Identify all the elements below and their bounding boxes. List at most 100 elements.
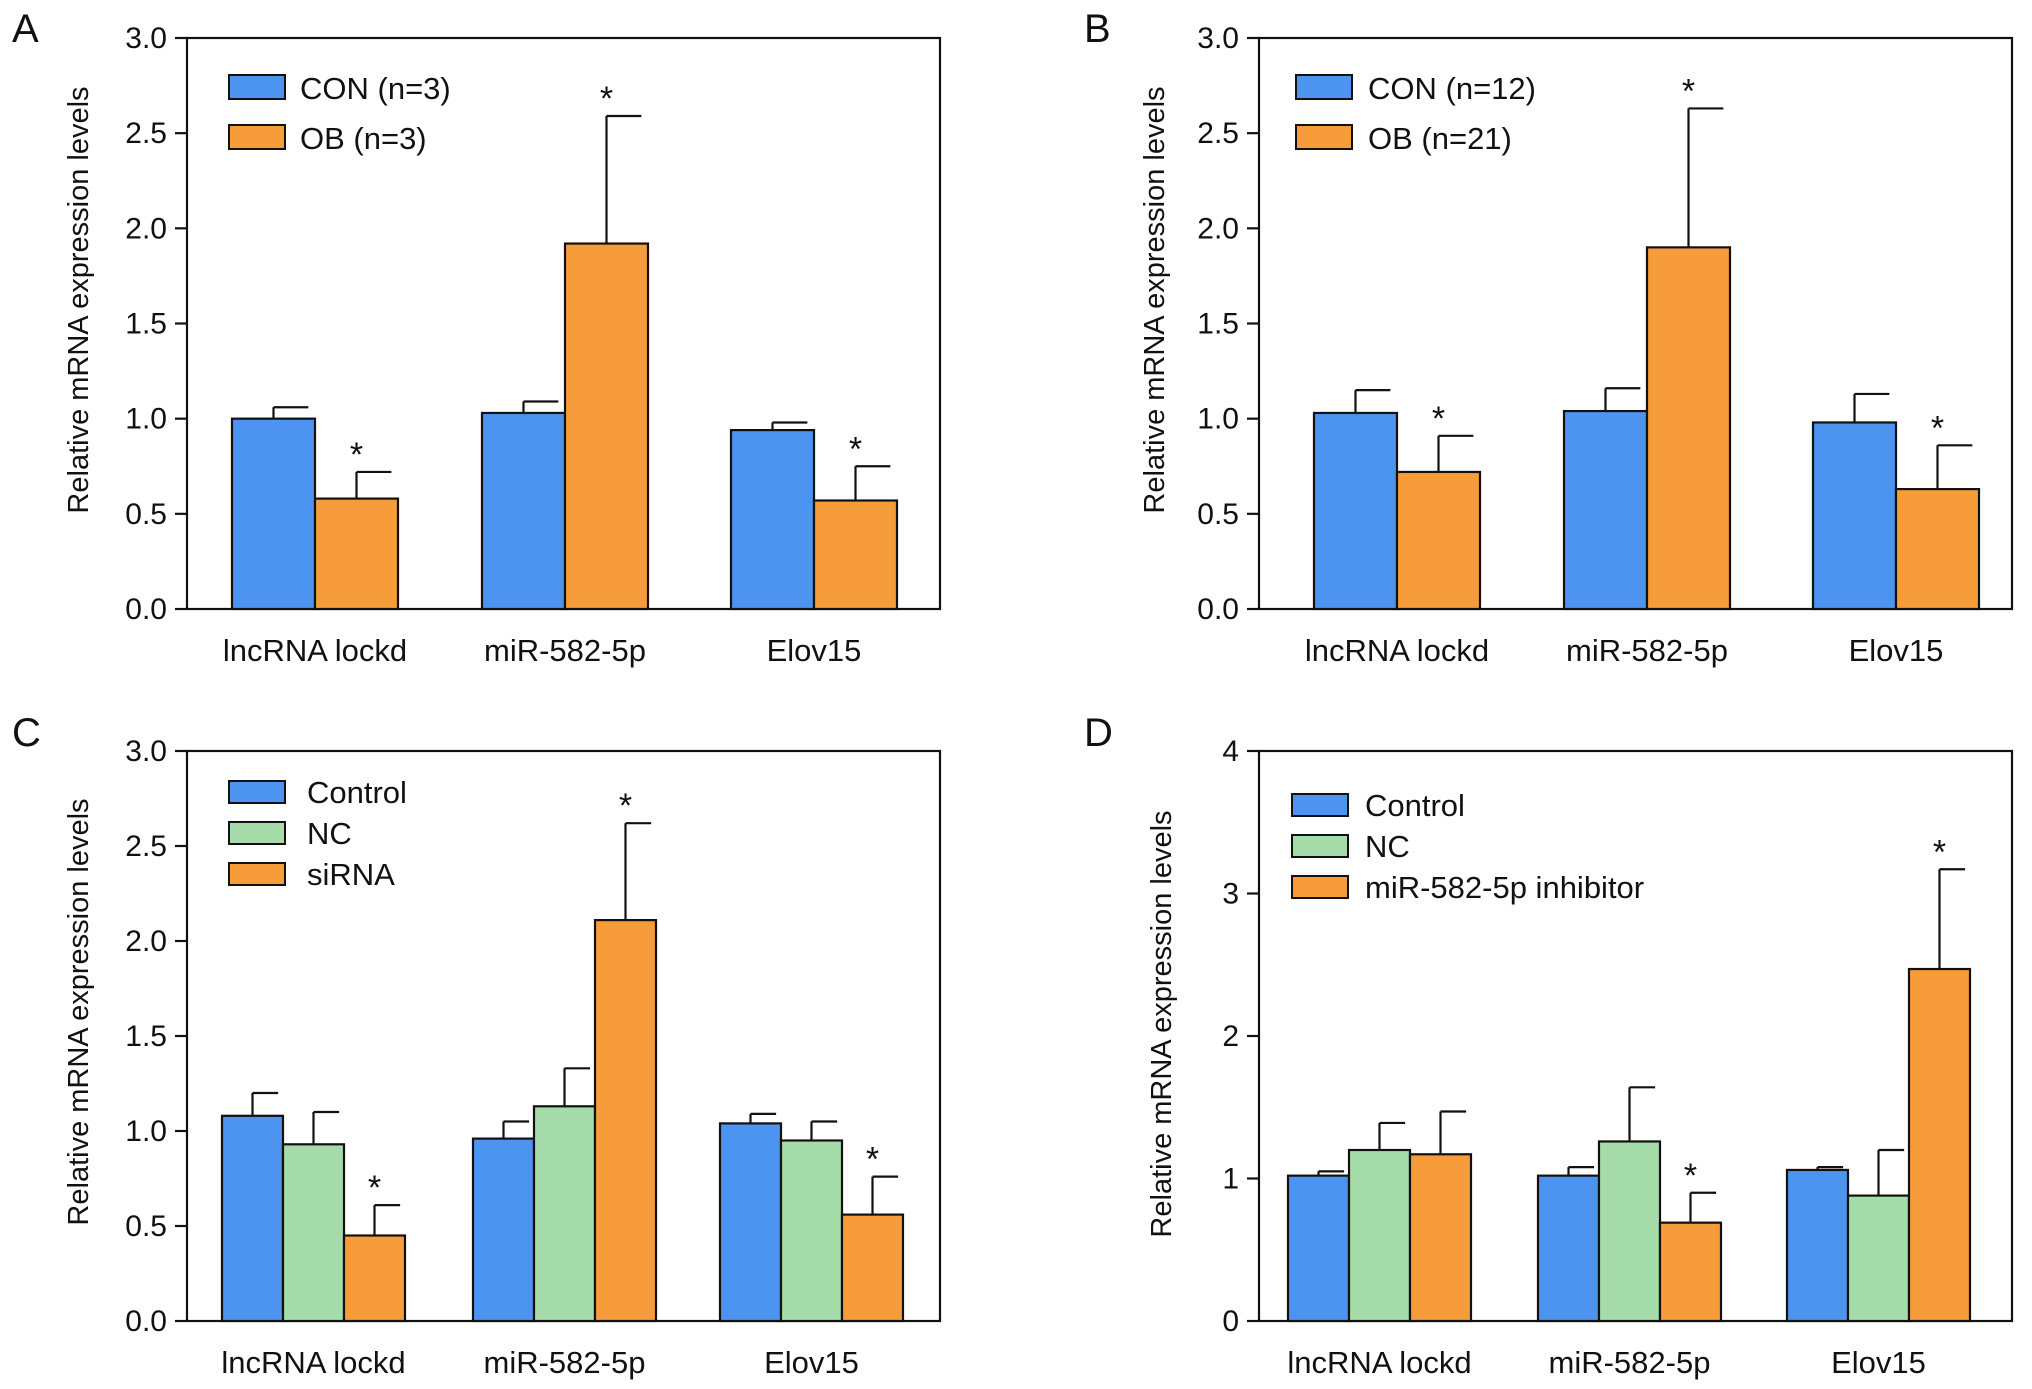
y-axis-label: Relative mRNA expression levels: [63, 798, 95, 1225]
bar-control-mir-582-5p: [471, 1137, 536, 1323]
x-category-label: miR-582-5p: [1566, 633, 1728, 668]
bar-con-n-12-elov15: [1811, 421, 1898, 611]
y-tick-label: 1.5: [1197, 308, 1239, 341]
x-category-label: Elov15: [1849, 633, 1944, 668]
legend-swatch-con: [228, 74, 286, 100]
legend-swatch-ob: [1295, 124, 1353, 150]
y-tick-label: 2.5: [125, 830, 167, 863]
bar-mir-582-5p-inhibitor-lncrna-lockd: [1408, 1153, 1473, 1323]
significance-marker: *: [1933, 833, 1946, 871]
significance-marker: *: [600, 80, 613, 118]
y-tick-label: 0.0: [125, 593, 167, 626]
bar-sirna-mir-582-5p: [593, 919, 658, 1323]
bar-control-lncrna-lockd: [220, 1114, 285, 1323]
y-tick-label: 0.5: [125, 1210, 167, 1243]
x-category-label: Elov15: [767, 633, 862, 668]
legend-swatch-con: [1295, 74, 1353, 100]
legend-label-control: Control: [1365, 788, 1465, 823]
y-tick-label: 2.0: [125, 212, 167, 245]
bar-mir-582-5p-inhibitor-mir-582-5p: [1658, 1221, 1723, 1323]
y-tick-label: 0.5: [1197, 498, 1239, 531]
legend: Control NC siRNA: [228, 775, 407, 892]
legend: CON (n=3) OB (n=3): [228, 71, 451, 156]
bar-control-mir-582-5p: [1536, 1174, 1601, 1323]
legend-label-ob: OB (n=21): [1368, 121, 1512, 156]
legend-label-control: Control: [307, 775, 407, 810]
y-tick-label: 1.0: [125, 403, 167, 436]
y-tick-label: 3.0: [125, 22, 167, 55]
y-tick-label: 0.0: [125, 1305, 167, 1338]
significance-marker: *: [866, 1141, 879, 1179]
y-tick-label: 1: [1222, 1163, 1239, 1196]
bar-control-elov15: [718, 1122, 783, 1323]
bar-con-n-3-mir-582-5p: [480, 411, 567, 611]
x-category-label: lncRNA lockd: [1287, 1345, 1471, 1380]
bar-ob-n-21-elov15: [1894, 487, 1981, 611]
bar-control-elov15: [1785, 1168, 1850, 1323]
bar-ob-n-3-lncrna-lockd: [313, 497, 400, 611]
bar-nc-lncrna-lockd: [281, 1143, 346, 1323]
significance-marker: *: [368, 1169, 381, 1207]
y-tick-label: 1.0: [1197, 403, 1239, 436]
plot-area: 0.0 0.5 1.0 1.5 2.0 2.5 3.0 lncRNA lockd * miR-58…: [125, 735, 942, 1380]
plot-area: 0.0 0.5 1.0 1.5 2.0 2.5 3.0 lncRNA lockd * miR-58…: [125, 22, 942, 668]
x-category-label: miR-582-5p: [484, 633, 646, 668]
bar-nc-mir-582-5p: [532, 1105, 597, 1323]
y-tick-label: 2.0: [1197, 212, 1239, 245]
bar-nc-lncrna-lockd: [1347, 1148, 1412, 1323]
plot-area: 0.0 0.5 1.0 1.5 2.0 2.5 3.0 lncRNA lockd * miR-58…: [1197, 22, 2014, 668]
bar-mir-582-5p-inhibitor-elov15: [1907, 967, 1972, 1323]
legend-swatch-inhibitor: [1291, 875, 1349, 899]
y-tick-label: 2.5: [1197, 117, 1239, 150]
panel-a: A Relative mRNA expression levels 0.0 0.5…: [12, 7, 942, 668]
x-category-label: lncRNA lockd: [223, 633, 407, 668]
significance-marker: *: [619, 787, 632, 825]
legend-label-con: CON (n=12): [1368, 71, 1536, 106]
plot-area: 0 1 2 3 4 lncRNA lockd miR-582-5p * Elov15 *: [1222, 735, 2014, 1380]
y-tick-label: 1.5: [125, 308, 167, 341]
legend: Control NC miR-582-5p inhibitor: [1291, 788, 1644, 905]
bar-nc-mir-582-5p: [1597, 1140, 1662, 1323]
y-axis-label: Relative mRNA expression levels: [1139, 86, 1171, 513]
bar-ob-n-3-elov15: [812, 499, 899, 611]
y-tick-label: 3: [1222, 878, 1239, 911]
legend-swatch-control: [1291, 793, 1349, 817]
panel-d: D Relative mRNA expression levels 0 1 2 3 4 l…: [1084, 711, 2014, 1380]
legend-label-sirna: siRNA: [307, 857, 395, 892]
legend-label-con: CON (n=3): [300, 71, 451, 106]
bar-sirna-elov15: [840, 1213, 905, 1323]
legend-swatch-sirna: [228, 862, 286, 886]
panel-c: C Relative mRNA expression levels 0.0 0.5…: [12, 711, 942, 1380]
legend-swatch-nc: [228, 821, 286, 845]
y-tick-label: 4: [1222, 735, 1239, 768]
bar-con-n-12-mir-582-5p: [1562, 409, 1649, 611]
bar-control-lncrna-lockd: [1286, 1174, 1351, 1323]
panel-letter: A: [12, 7, 39, 51]
bar-ob-n-21-lncrna-lockd: [1395, 470, 1482, 611]
y-tick-label: 0.0: [1197, 593, 1239, 626]
y-axis-label: Relative mRNA expression levels: [63, 86, 95, 513]
significance-marker: *: [350, 436, 363, 474]
y-tick-label: 1.5: [125, 1020, 167, 1053]
x-category-label: Elov15: [1831, 1345, 1926, 1380]
legend-swatch-nc: [1291, 834, 1349, 858]
x-category-label: lncRNA lockd: [1305, 633, 1489, 668]
legend-label-inhibitor: miR-582-5p inhibitor: [1365, 870, 1644, 905]
panel-letter: B: [1084, 7, 1111, 51]
legend-label-ob: OB (n=3): [300, 121, 427, 156]
x-category-label: miR-582-5p: [484, 1345, 646, 1380]
y-tick-label: 3.0: [125, 735, 167, 768]
legend-swatch-control: [228, 780, 286, 804]
y-tick-label: 2.5: [125, 117, 167, 150]
y-tick-label: 1.0: [125, 1115, 167, 1148]
x-category-label: lncRNA lockd: [221, 1345, 405, 1380]
bar-ob-n-21-mir-582-5p: [1645, 246, 1732, 611]
x-category-label: Elov15: [764, 1345, 859, 1380]
bar-con-n-12-lncrna-lockd: [1312, 411, 1399, 611]
x-category-label: miR-582-5p: [1549, 1345, 1711, 1380]
y-tick-label: 0.5: [125, 498, 167, 531]
legend-label-nc: NC: [1365, 829, 1410, 864]
y-tick-label: 3.0: [1197, 22, 1239, 55]
significance-marker: *: [1684, 1157, 1697, 1195]
bar-nc-elov15: [1846, 1194, 1911, 1323]
